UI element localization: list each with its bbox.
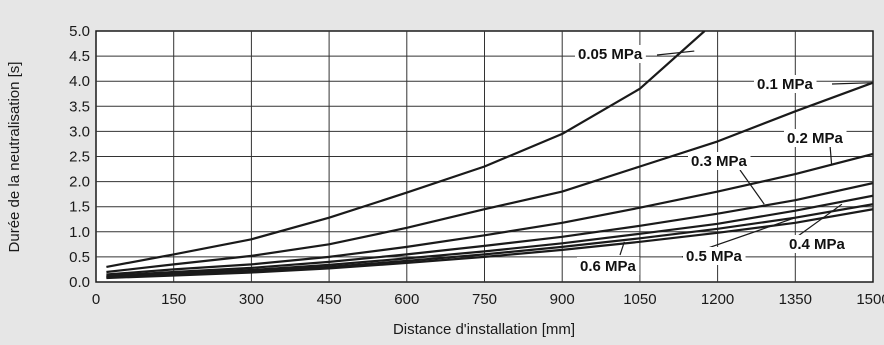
x-tick-label: 150 [161,291,186,308]
series-label-bg [577,257,640,275]
series-label-leader [829,144,833,165]
series-label-bg [575,45,646,63]
x-tick-label: 750 [472,291,497,308]
series-label: 0.5 MPa [686,248,743,265]
series-line [106,208,873,280]
series-label-leader [619,241,625,256]
series-label: 0.6 MPa [580,258,637,275]
series-label: 0.05 MPa [578,46,643,63]
series-label: 0.4 MPa [789,236,846,253]
y-tick-label: 4.0 [69,73,90,90]
series-label-bg [784,129,847,147]
series-label: 0.2 MPa [787,130,844,147]
series-line [106,31,706,268]
series-label-leader [739,169,765,205]
series-label: 0.3 MPa [691,153,748,170]
x-tick-label: 1350 [779,291,812,308]
series-line [106,152,873,276]
series-label-leader [797,203,843,237]
x-tick-label: 450 [317,291,342,308]
series-line [106,194,873,279]
y-tick-label: 1.5 [69,199,90,216]
series-label-bg [786,235,849,253]
y-tick-label: 5.0 [69,23,90,40]
series-label-leader [831,82,874,85]
y-tick-label: 0.0 [69,274,90,291]
x-tick-label: 300 [239,291,264,308]
x-tick-label: 1200 [701,291,734,308]
x-tick-label: 0 [92,291,100,308]
y-tick-label: 2.5 [69,149,90,166]
y-tick-label: 2.0 [69,174,90,191]
y-tick-label: 4.5 [69,48,90,65]
series-line [106,182,873,278]
series-label-bg [683,247,746,265]
series-label-leader [656,50,695,56]
series-label-bg [688,152,751,170]
series-labels: 0.05 MPa 0.1 MPa 0.2 MPa 0.3 MPa 0.4 MPa 0.5 … [575,45,849,275]
x-tick-label: 1050 [623,291,656,308]
y-tick-label: 1.0 [69,224,90,241]
y-axis-label: Durée de la neutralisation [s] [6,62,23,253]
y-tick-label: 3.0 [69,123,90,140]
series-lines [106,31,873,280]
y-tick-label: 3.5 [69,98,90,115]
x-axis-label: Distance d'installation [mm] [393,321,575,338]
x-tick-label: 600 [394,291,419,308]
y-tick-label: 0.5 [69,249,90,266]
y-tick-labels: 0.0 0.5 1.0 1.5 2.0 2.5 3.0 3.5 4.0 4.5 5.0 [69,23,90,291]
x-tick-label: 900 [550,291,575,308]
series-label-bg [754,75,817,93]
series-line [106,81,873,274]
series-label: 0.1 MPa [757,76,814,93]
